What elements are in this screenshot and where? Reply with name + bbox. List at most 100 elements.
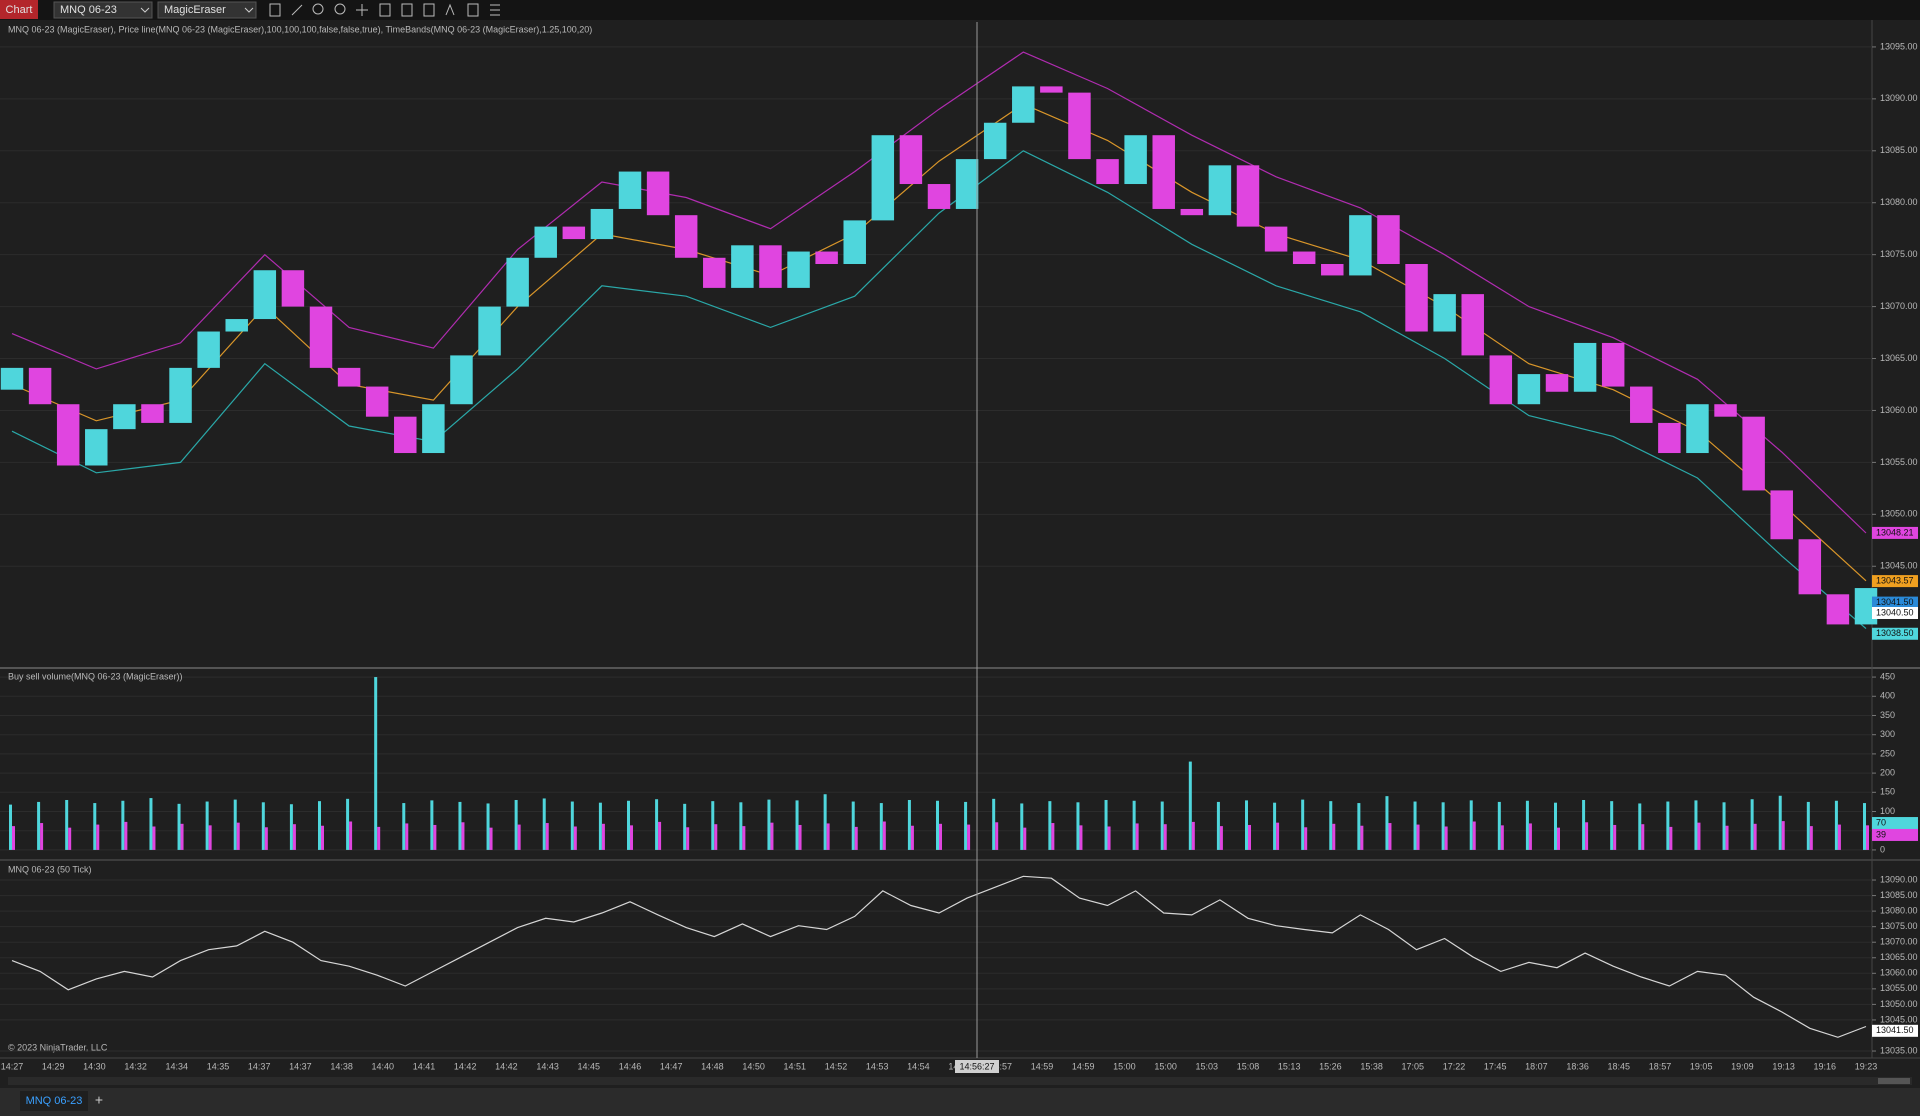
volume-bar <box>517 824 521 850</box>
y-tick-label: 13085.00 <box>1880 145 1918 155</box>
volume-bar <box>627 800 630 850</box>
template-select[interactable] <box>157 1 257 19</box>
y-tick-label: 250 <box>1880 748 1895 758</box>
price-bar <box>141 404 164 423</box>
volume-bar <box>1809 826 1813 850</box>
volume-bar <box>939 823 942 850</box>
volume-bar <box>1051 823 1055 850</box>
price-bar <box>983 122 1007 160</box>
price-bar <box>1770 490 1793 540</box>
y-tick-label: 13085.00 <box>1880 890 1918 900</box>
instrument-select[interactable] <box>53 1 153 19</box>
panel-title: MNQ 06-23 (MagicEraser), Price line(MNQ … <box>8 24 592 34</box>
icon-snapshot[interactable] <box>467 3 479 17</box>
price-bar <box>197 331 220 368</box>
y-tick-label: 450 <box>1880 671 1895 681</box>
icon-crosshair[interactable] <box>356 4 368 16</box>
y-tick-label: 13045.00 <box>1880 561 1918 571</box>
scrollbar-thumb[interactable] <box>1878 1078 1910 1084</box>
x-tick-label: 14:38 <box>330 1061 353 1071</box>
volume-bar <box>489 827 493 850</box>
x-tick-label: 14:50 <box>742 1061 765 1071</box>
volume-bar <box>1610 801 1614 850</box>
x-tick-label: 19:23 <box>1855 1061 1878 1071</box>
volume-bar <box>433 824 437 850</box>
price-bar <box>1630 386 1653 423</box>
x-tick-label: 14:51 <box>784 1061 807 1071</box>
volume-bar <box>1245 800 1248 850</box>
icon-data[interactable] <box>401 3 413 17</box>
chart-button[interactable] <box>0 0 38 19</box>
price-bar <box>1264 226 1288 252</box>
price-marker <box>1872 526 1918 539</box>
price-marker <box>1872 828 1918 841</box>
volume-bar <box>377 826 381 850</box>
instrument-label: MNQ 06-23 <box>60 4 117 16</box>
x-tick-label: 18:57 <box>1649 1061 1672 1071</box>
price-bar <box>955 159 979 209</box>
volume-bar <box>882 821 886 850</box>
price-marker <box>1872 1024 1918 1037</box>
price-bar <box>534 226 557 258</box>
volume-bar <box>992 798 996 850</box>
volume-bar <box>1076 802 1080 850</box>
price-marker-label: 13041.50 <box>1876 597 1914 607</box>
scrollbar[interactable] <box>8 1077 1912 1085</box>
price-bar <box>1826 594 1850 625</box>
tab-bar <box>0 1088 1920 1116</box>
icon-zoom-in[interactable] <box>312 3 324 15</box>
volume-bar <box>236 822 240 850</box>
x-tick-label: 15:26 <box>1319 1061 1342 1071</box>
price-bar <box>1292 251 1316 265</box>
volume-bar <box>542 798 546 850</box>
y-tick-label: 13060.00 <box>1880 968 1918 978</box>
volume-bar <box>1554 802 1557 850</box>
price-bar <box>394 416 417 454</box>
x-tick-label: 14:48 <box>701 1061 724 1071</box>
price-bar <box>253 270 277 320</box>
toolbar-bg <box>0 0 1920 20</box>
x-tick-label: 14:29 <box>42 1061 65 1071</box>
volume-bar <box>1301 799 1305 850</box>
x-tick-label: 19:13 <box>1772 1061 1795 1071</box>
volume-bar <box>1388 823 1392 850</box>
x-tick-label: 14:45 <box>578 1061 601 1071</box>
price-bar <box>1180 208 1204 216</box>
volume-bar <box>1444 826 1448 850</box>
icon-props[interactable] <box>379 3 391 17</box>
price-bar <box>1854 588 1878 625</box>
volume-bar <box>1525 800 1529 850</box>
volume-bar <box>936 800 939 850</box>
icon-list[interactable] <box>490 4 500 16</box>
x-tick-label: 14:30 <box>83 1061 106 1071</box>
volume-bar <box>1048 801 1052 850</box>
volume-bar <box>68 827 72 850</box>
volume-bar <box>1332 823 1336 850</box>
price-bar <box>1377 215 1400 265</box>
crosshair-label: 14:56:27 <box>959 1061 994 1071</box>
volume-bar <box>205 801 209 850</box>
add-tab[interactable]: + <box>95 1092 103 1108</box>
volume-bar <box>37 801 41 850</box>
tab[interactable] <box>20 1091 88 1111</box>
y-tick-label: 13070.00 <box>1880 301 1918 311</box>
volume-bar <box>1669 826 1673 850</box>
icon-bars[interactable] <box>269 3 281 17</box>
icon-zoom-out[interactable] <box>334 3 346 15</box>
volume-bar <box>1557 827 1560 850</box>
price-bar <box>562 226 586 240</box>
x-tick-label: 14:41 <box>413 1061 436 1071</box>
y-tick-label: 13080.00 <box>1880 197 1918 207</box>
icon-strategies[interactable] <box>445 3 455 16</box>
price-bar <box>759 245 782 288</box>
y-tick-label: 0 <box>1880 844 1885 854</box>
volume-bar <box>1697 822 1701 850</box>
icon-indicators[interactable] <box>423 3 435 17</box>
volume-bar <box>1216 801 1220 850</box>
y-tick-label: 13075.00 <box>1880 249 1918 259</box>
icon-draw[interactable] <box>291 4 303 16</box>
volume-bar <box>714 824 718 850</box>
volume-bar <box>1613 824 1617 850</box>
x-tick-label: 14:42 <box>495 1061 518 1071</box>
